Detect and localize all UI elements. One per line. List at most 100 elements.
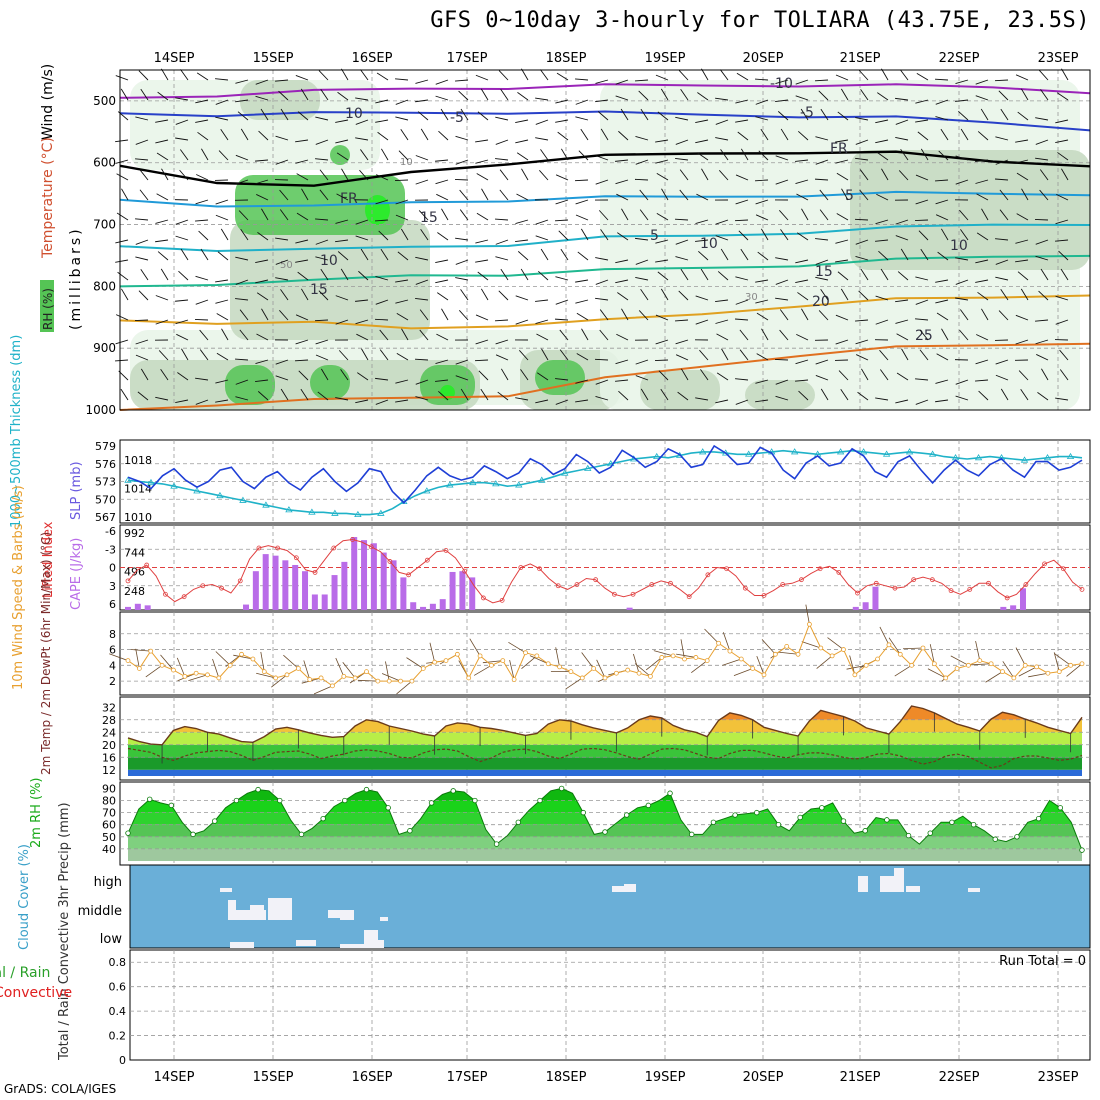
rh-point: [515, 819, 521, 825]
rh-point: [1079, 847, 1085, 853]
wind-barb: [375, 174, 389, 181]
wind-barb: [121, 188, 129, 201]
wind-speed-point: [193, 670, 199, 676]
wind-barb: [240, 228, 249, 241]
wind-barb: [795, 359, 809, 365]
wind-barb: [436, 193, 449, 201]
rh-point: [623, 812, 630, 818]
xaxis-top-label: 22SEP: [939, 51, 980, 66]
wind-barb: [315, 339, 329, 345]
contour-label: 10: [950, 238, 968, 254]
wind-barb: [199, 329, 209, 341]
wind-barb: [155, 396, 169, 401]
wind-barb: [795, 159, 809, 162]
wind-barb: [420, 128, 429, 141]
wind-barb: [1015, 239, 1029, 244]
wind-barb: [475, 74, 489, 81]
wind-barb-10m: [950, 655, 969, 666]
slp-ylabel: SLP (mb): [69, 461, 84, 520]
wind-barb: [315, 239, 329, 245]
wind-barb: [138, 70, 149, 81]
wind-barb: [1016, 213, 1029, 221]
wind-barb: [1035, 157, 1049, 161]
wind-barb: [200, 248, 209, 261]
wind-barb: [478, 370, 489, 381]
wind-barb: [135, 158, 149, 161]
wind-barb: [414, 358, 429, 361]
wind-barb: [679, 169, 689, 181]
wind-barb: [535, 299, 549, 302]
rh-point: [472, 797, 478, 804]
wind-barb-10m: [406, 657, 424, 669]
wind-barb: [475, 159, 489, 164]
rh-shading-region: [745, 380, 815, 410]
cloud-block: [340, 944, 364, 948]
wind-barb: [139, 189, 149, 201]
wind-barb-10m: [1015, 647, 1026, 666]
wind-barb: [599, 309, 609, 321]
temp-ytick: 16: [102, 751, 116, 764]
wind-speed-point: [159, 662, 165, 668]
wind-barb: [877, 152, 889, 161]
wind-barb: [197, 131, 209, 141]
wind-speed-point: [443, 658, 449, 663]
wind-ylabel: 10m Wind Speed & Barbs (m/s): [11, 485, 26, 690]
lifted-index-point: [855, 590, 860, 596]
wind-barb: [615, 159, 629, 162]
wind-barb: [935, 379, 949, 384]
wind-barb: [735, 276, 749, 281]
wind-barb: [355, 137, 369, 141]
rh-point: [862, 828, 868, 834]
wind-barb: [215, 99, 229, 105]
wind-barb: [175, 119, 189, 125]
wind-barb: [175, 137, 189, 141]
wind-barb: [737, 131, 749, 141]
wind-barb: [960, 229, 969, 241]
lifted-index-point: [761, 593, 767, 598]
wind-barb-10m: [704, 628, 719, 644]
thickness-point: [193, 487, 201, 494]
wind-speed-point: [273, 675, 279, 681]
wind-barb: [258, 130, 269, 141]
lifted-index-point: [630, 591, 636, 597]
wind-barb: [495, 239, 509, 245]
temperature-legend: Temperature (°C): [40, 137, 56, 259]
wind-speed-point: [591, 666, 597, 671]
wind-barb: [440, 108, 449, 121]
slp-ytick: 1010: [124, 511, 152, 524]
wind-barb: [135, 239, 149, 245]
wind-barb: [481, 188, 489, 201]
wind-speed-point: [1000, 669, 1005, 675]
wind-barb: [795, 379, 809, 382]
wind-barb: [559, 349, 569, 361]
wind-barb: [999, 209, 1009, 221]
wind-barb: [1035, 117, 1049, 121]
wind-barb: [795, 259, 809, 264]
wind-barb: [1015, 159, 1029, 164]
cape-ytick: 248: [124, 585, 145, 598]
temperature-contour-20: [119, 294, 1091, 330]
wind-barb-10m: [1054, 653, 1071, 666]
precip-legend-convective: Convective: [0, 985, 72, 1001]
wind-speed-point: [1022, 662, 1028, 668]
wind-barb: [815, 259, 829, 265]
cape-bar: [872, 586, 879, 610]
wind-barb: [795, 279, 809, 283]
wind-speed-point: [954, 666, 960, 671]
lifted-index-point: [892, 585, 898, 591]
thickness-point: [285, 506, 293, 513]
wind-barb: [919, 329, 929, 341]
wind-barb: [977, 131, 989, 141]
contour-label: FR: [340, 191, 358, 207]
wind-barb: [196, 174, 209, 181]
wind-barb: [138, 290, 149, 301]
li-ytick: 6: [109, 598, 116, 611]
temp-ytick: 12: [102, 764, 116, 777]
wind-barb: [895, 136, 909, 141]
wind-barb: [375, 299, 389, 305]
wind-speed-point: [523, 650, 528, 656]
wind-speed-point: [557, 664, 562, 670]
wind-barb: [195, 99, 209, 104]
wind-barb: [875, 139, 889, 144]
wind-barb: [620, 108, 629, 121]
